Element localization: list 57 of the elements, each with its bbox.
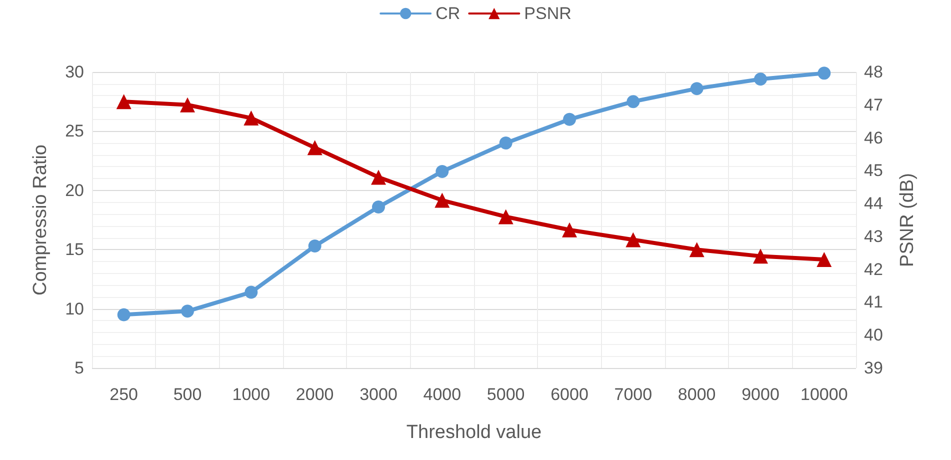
x-tick-label: 1000 xyxy=(232,385,270,404)
point xyxy=(626,232,641,248)
point xyxy=(244,286,258,299)
y2-tick-label: 42 xyxy=(864,260,883,279)
y2-tick-label: 45 xyxy=(864,161,883,180)
x-tick-label: 5000 xyxy=(486,385,525,404)
point xyxy=(562,222,577,238)
point xyxy=(180,97,195,112)
y-tick-label: 20 xyxy=(65,180,84,200)
x-tick-label: 500 xyxy=(173,385,202,404)
x-tick-label: 8000 xyxy=(678,385,716,404)
y2-axis-title: PSNR (dB) xyxy=(897,173,918,267)
y-tick-label: 30 xyxy=(65,62,84,82)
point xyxy=(626,95,640,108)
point xyxy=(372,200,385,214)
point xyxy=(818,66,831,80)
x-axis-title: Threshold value xyxy=(406,422,542,443)
y2-tick-label: 46 xyxy=(864,128,883,148)
point xyxy=(563,112,576,126)
point xyxy=(754,72,767,86)
legend-label: PSNR xyxy=(524,4,572,23)
x-tick-label: 2000 xyxy=(296,385,334,404)
point xyxy=(690,82,704,96)
y2-tick-label: 40 xyxy=(864,326,883,345)
y-axis-title: Compressio Ratio xyxy=(30,144,51,296)
x-tick-label: 250 xyxy=(110,385,138,404)
point xyxy=(753,248,768,264)
x-tick-label: 6000 xyxy=(550,385,588,404)
point xyxy=(308,240,322,253)
point xyxy=(816,252,832,267)
point xyxy=(689,242,704,258)
y-tick-label: 25 xyxy=(65,122,84,141)
y2-tick-label: 48 xyxy=(864,62,883,82)
x-tick-label: 9000 xyxy=(742,385,780,404)
y2-tick-label: 41 xyxy=(864,292,883,312)
point xyxy=(371,170,386,185)
y-tick-label: 15 xyxy=(65,240,84,260)
point xyxy=(117,308,130,322)
point xyxy=(181,304,194,318)
x-tick-label: 10000 xyxy=(800,385,848,404)
x-tick-label: 7000 xyxy=(614,385,652,404)
point xyxy=(116,94,132,110)
legend-label: CR xyxy=(436,4,460,23)
y2-tick-label: 39 xyxy=(864,358,883,378)
y2-tick-label: 47 xyxy=(864,95,883,114)
y-tick-label: 10 xyxy=(65,299,84,318)
point xyxy=(436,164,449,178)
x-tick-label: 4000 xyxy=(423,385,462,404)
y2-tick-label: 43 xyxy=(864,226,883,246)
point xyxy=(499,136,512,150)
point xyxy=(498,209,514,224)
point xyxy=(244,110,259,126)
y-tick-label: 5 xyxy=(74,358,84,378)
point xyxy=(434,192,450,208)
x-tick-label: 3000 xyxy=(360,385,398,404)
y2-tick-label: 44 xyxy=(864,194,883,214)
point xyxy=(307,140,322,156)
